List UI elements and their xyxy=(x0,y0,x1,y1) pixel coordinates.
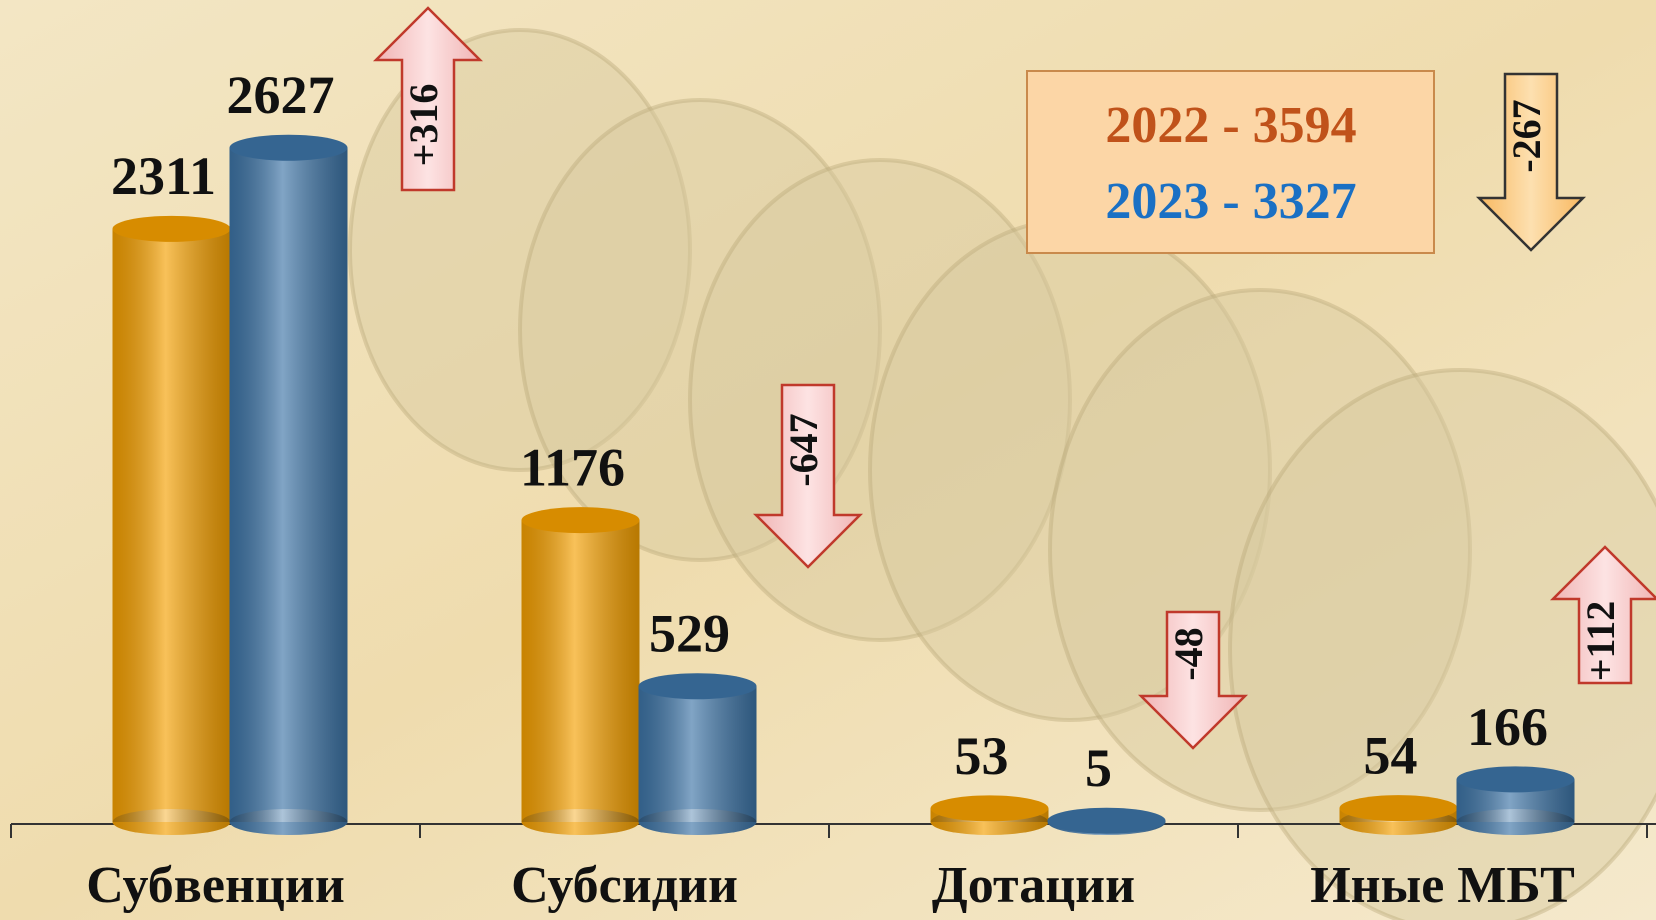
bar-top xyxy=(1047,807,1166,834)
total-change-arrow xyxy=(1475,72,1587,252)
change-arrow-label: +112 xyxy=(1578,601,1623,682)
bar-top-shade xyxy=(638,673,757,700)
change-arrow xyxy=(752,383,864,569)
bar-top-shade xyxy=(1456,766,1575,793)
bar-top xyxy=(521,507,640,534)
data-label: 166 xyxy=(1467,697,1548,757)
bar-top xyxy=(1456,766,1575,793)
change-arrow xyxy=(1549,545,1656,685)
bar-shading xyxy=(112,228,231,823)
bar-top-shade xyxy=(229,134,348,161)
data-label: 2311 xyxy=(111,146,216,206)
bar-top xyxy=(229,134,348,161)
legend-entry: 2023 - 3327 xyxy=(1105,173,1356,230)
change-arrow-label: +316 xyxy=(401,84,446,167)
change-arrow-label: -48 xyxy=(1166,627,1211,680)
category-label: Иные МБТ xyxy=(1310,857,1575,914)
bar-base-shading xyxy=(521,809,640,835)
data-label: 53 xyxy=(955,726,1009,786)
category-label: Дотации xyxy=(932,857,1135,914)
bar-top-shade xyxy=(930,795,1049,822)
bar-shading xyxy=(229,147,348,822)
category-label: Субвенции xyxy=(86,857,345,914)
total-change-arrow-label: -267 xyxy=(1504,99,1549,172)
bar-top-shade xyxy=(1339,795,1458,822)
bar-top xyxy=(638,673,757,700)
data-label: 5 xyxy=(1085,738,1112,798)
bar-base-shading xyxy=(638,809,757,835)
bar-shading xyxy=(638,686,757,822)
change-arrow-label: -647 xyxy=(781,413,826,486)
data-label: 54 xyxy=(1364,726,1418,786)
bar-top-shade xyxy=(1047,807,1166,834)
bar-top xyxy=(112,215,231,242)
bar-shading xyxy=(521,520,640,822)
bar-top xyxy=(1339,795,1458,822)
change-arrow xyxy=(1137,610,1249,750)
bar-top xyxy=(930,795,1049,822)
data-label: 2627 xyxy=(227,65,335,125)
data-label: 1176 xyxy=(520,438,625,498)
bar-top-shade xyxy=(112,215,231,242)
data-label: 529 xyxy=(649,604,730,664)
legend-box xyxy=(1026,70,1435,254)
bar-base-shading xyxy=(1456,809,1575,835)
legend-entry: 2022 - 3594 xyxy=(1105,97,1356,154)
change-arrow xyxy=(372,6,484,192)
category-label: Субсидии xyxy=(511,857,738,914)
bar-base-shading xyxy=(112,809,231,835)
bar-base-shading xyxy=(229,809,348,835)
bar-top-shade xyxy=(521,507,640,534)
